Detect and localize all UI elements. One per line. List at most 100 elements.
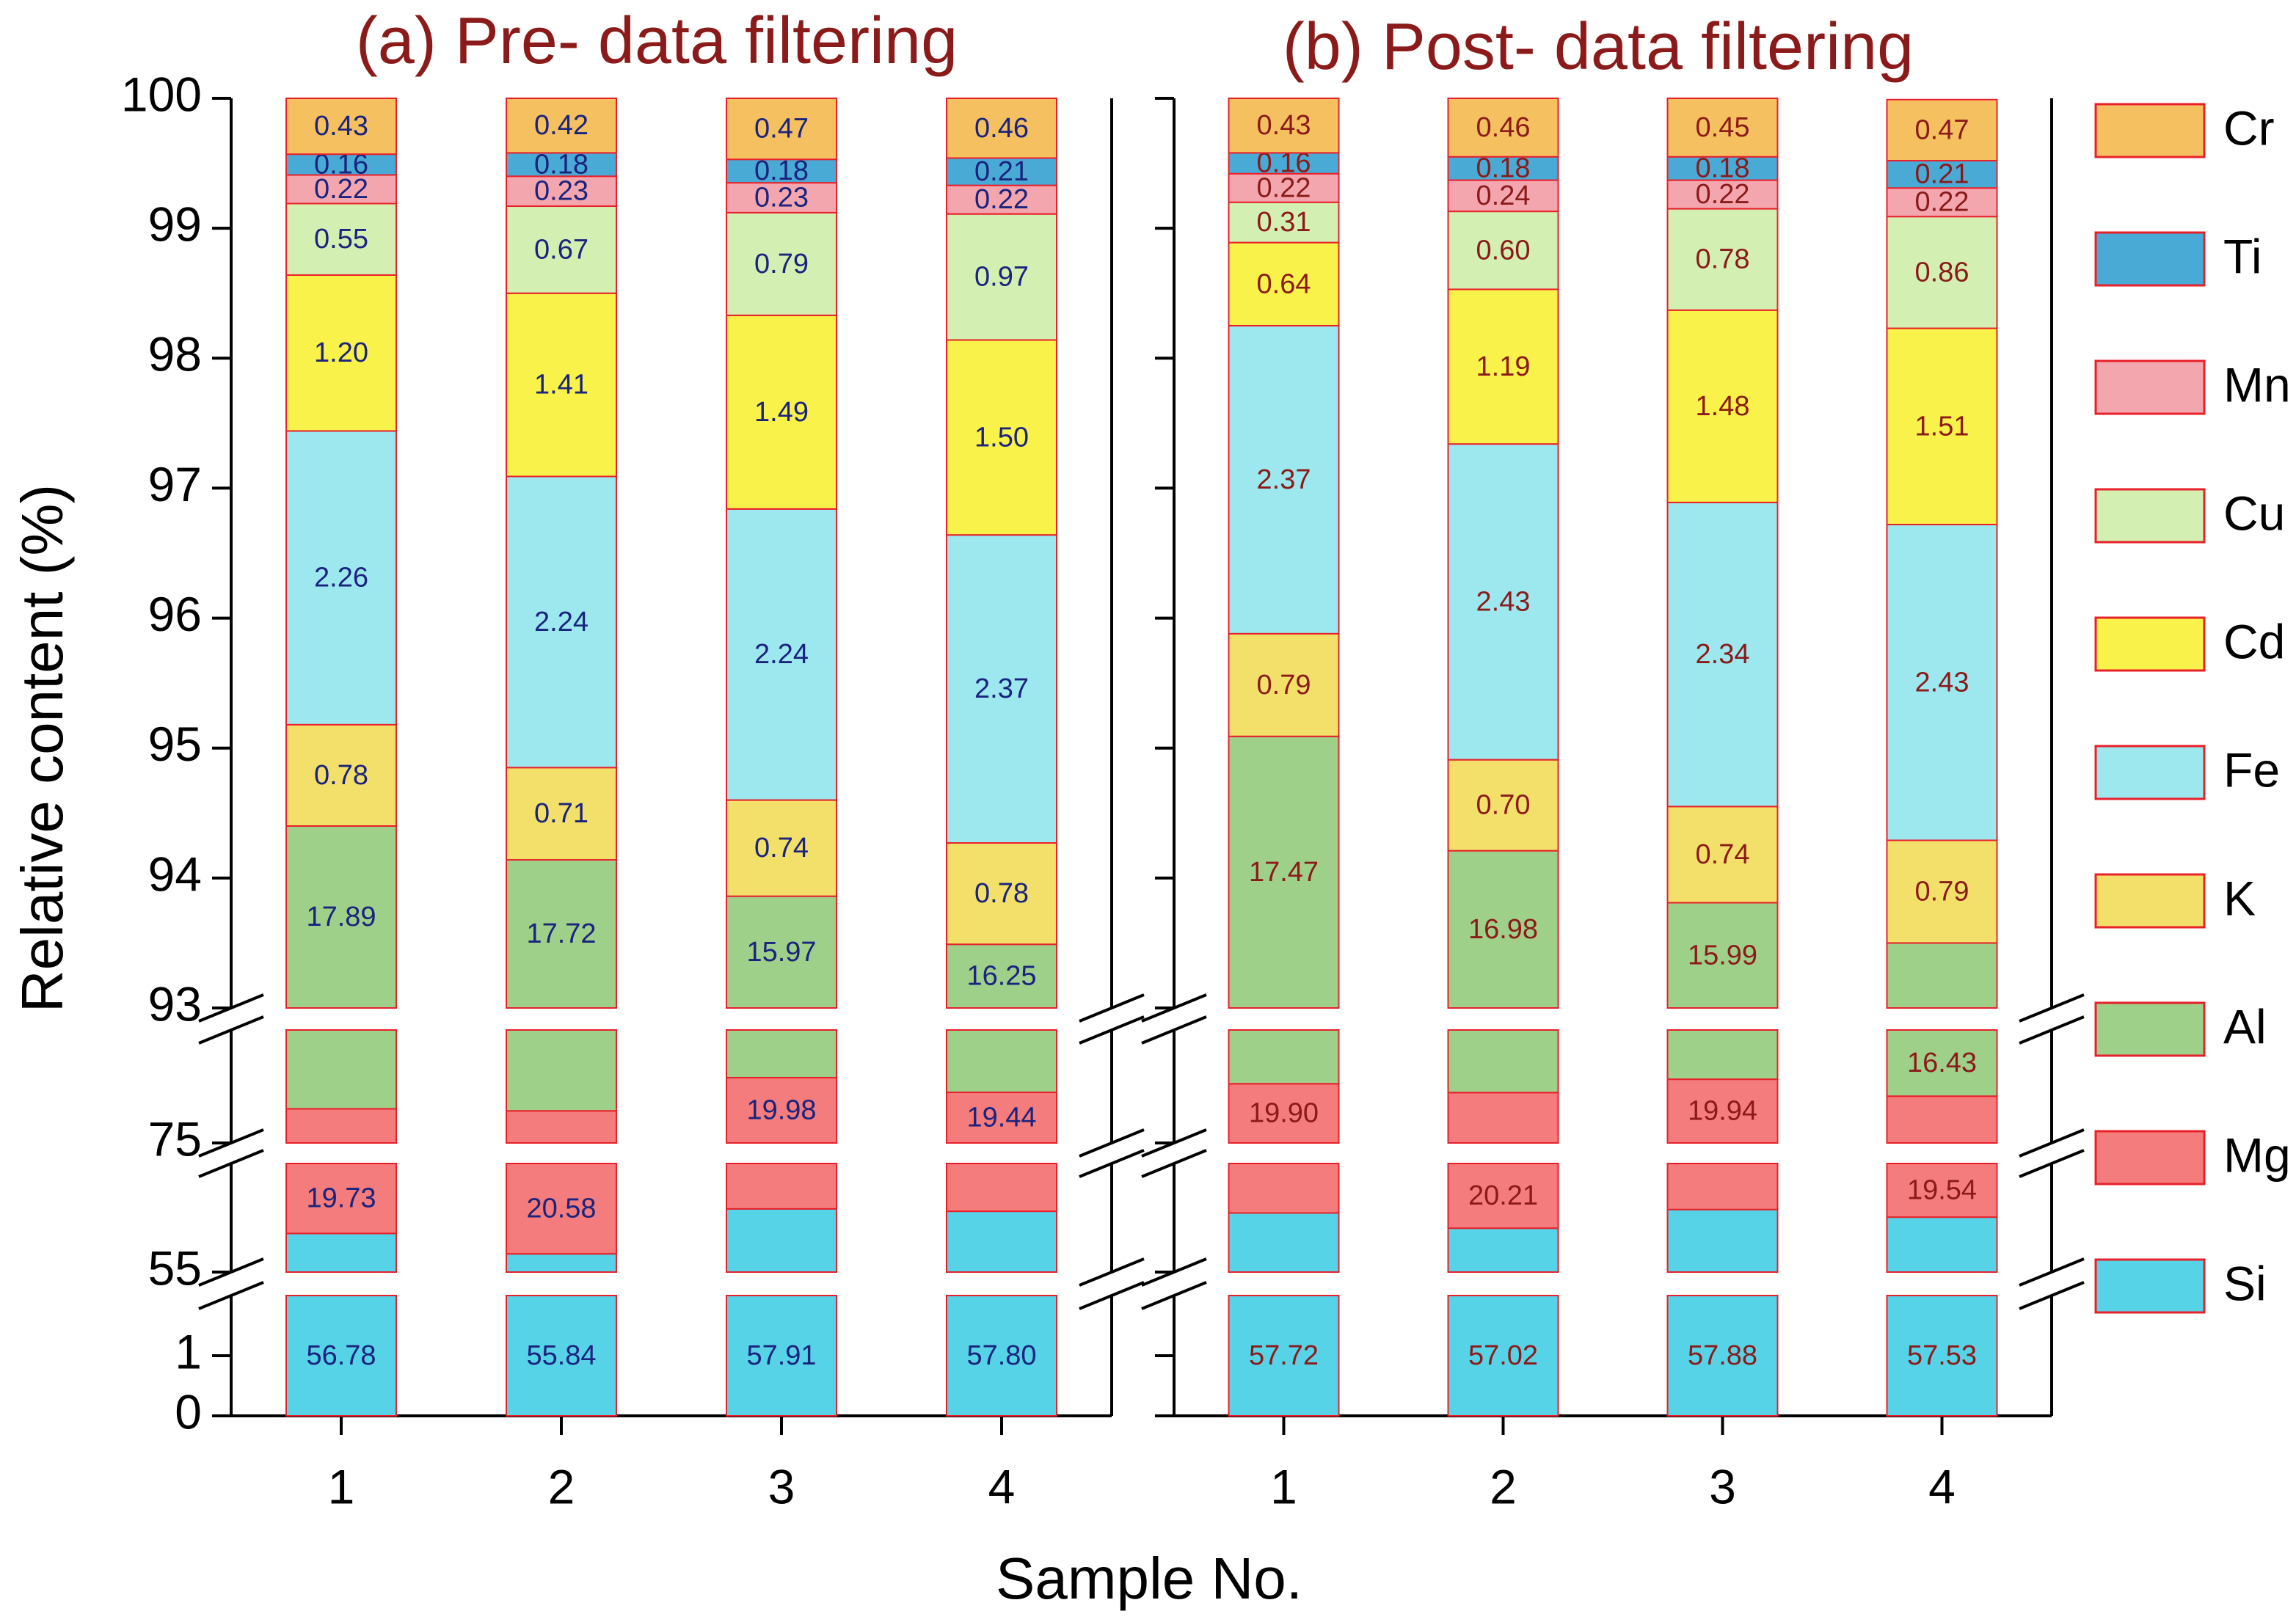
bar-segment [285, 98, 397, 156]
value-label: 0.97 [974, 262, 1029, 293]
y-tick-label: 96 [148, 587, 202, 641]
axis-break-mark [2019, 1149, 2085, 1178]
bar-segment [1666, 1078, 1779, 1144]
bar-segment [726, 182, 837, 213]
bar-segment [1228, 98, 1340, 154]
bar-segment [946, 1210, 1057, 1273]
axis-break-mark [1079, 1257, 1145, 1287]
y-tick-label: 94 [148, 847, 202, 901]
axis-break-mark [1141, 1015, 1207, 1045]
y-tick-label: 0 [175, 1384, 202, 1439]
axis-break-mark [2019, 1281, 2085, 1310]
value-label: 1.48 [1696, 391, 1750, 422]
bar-segment [285, 1108, 397, 1144]
bar-segment [946, 213, 1057, 341]
axis-break-mark [1079, 1281, 1145, 1310]
legend-swatch [2094, 1001, 2206, 1057]
bar-segment [1886, 98, 1998, 162]
y-tick-label: 55 [148, 1241, 202, 1295]
bar-segment [1447, 443, 1559, 761]
value-label: 1.19 [1476, 351, 1531, 382]
value-label: 0.71 [534, 798, 588, 829]
bar-segment [1228, 1029, 1340, 1085]
value-label: 0.78 [314, 760, 368, 791]
bar-segment [726, 1029, 837, 1078]
value-label: 0.22 [1696, 179, 1750, 210]
bar-segment [285, 1163, 397, 1235]
value-label: 0.64 [1257, 268, 1311, 299]
value-label: 19.90 [1249, 1098, 1319, 1129]
value-label: 57.88 [1688, 1340, 1757, 1371]
bar-segment [1447, 1092, 1559, 1144]
axis-break-mark [1079, 1128, 1145, 1158]
bar-segment [946, 339, 1057, 536]
value-label: 16.43 [1907, 1048, 1977, 1078]
panel-title: (a) Pre- data filtering [356, 4, 958, 78]
bar-segment [1228, 152, 1340, 175]
bar-segment [506, 767, 617, 861]
bar-segment [946, 98, 1057, 159]
panel-title: (b) Post- data filtering [1283, 10, 1914, 84]
bar-segment [1666, 98, 1779, 158]
value-label: 0.18 [1696, 153, 1750, 184]
bar-segment [1666, 1208, 1779, 1273]
value-label: 0.21 [974, 156, 1029, 187]
legend-label: K [2223, 871, 2256, 925]
bar-segment [946, 1029, 1057, 1094]
legend-swatch [2094, 231, 2206, 287]
bar-segment [946, 1092, 1057, 1144]
value-label: 56.78 [306, 1340, 376, 1371]
bar-segment [1447, 1295, 1559, 1417]
bar-segment [1666, 1029, 1779, 1081]
bar-segment [506, 1295, 617, 1417]
bar-segment [726, 1208, 837, 1274]
bar-segment [726, 508, 837, 801]
value-label: 0.22 [1257, 172, 1311, 203]
bar-segment [506, 205, 617, 294]
value-label: 19.73 [306, 1183, 376, 1214]
value-label: 19.94 [1688, 1096, 1757, 1127]
bar-segment [1666, 156, 1779, 181]
bar-segment [1666, 1295, 1779, 1417]
bar-segment [506, 859, 617, 1009]
legend-label: Ti [2223, 229, 2262, 283]
value-label: 17.47 [1249, 857, 1319, 888]
bar-segment [946, 157, 1057, 186]
value-label: 1.49 [754, 397, 809, 428]
legend-label: Fe [2223, 742, 2280, 797]
bar-segment [1666, 902, 1779, 1009]
value-label: 0.74 [754, 833, 809, 863]
axis-break-mark [2019, 1257, 2085, 1287]
legend-swatch [2094, 488, 2206, 544]
bar-segment [1886, 216, 1998, 329]
bar-segment [1666, 179, 1779, 210]
bar-segment [285, 1295, 397, 1417]
bar-segment [285, 723, 397, 827]
value-label: 1.20 [314, 337, 368, 368]
legend-swatch [2094, 616, 2206, 672]
value-label: 0.23 [754, 183, 809, 213]
x-tick-label: 4 [1928, 1459, 1956, 1513]
value-label: 0.22 [1915, 187, 1969, 218]
bar-segment [726, 1163, 837, 1210]
y-tick-label: 98 [148, 327, 202, 381]
value-label: 0.46 [1476, 112, 1531, 143]
value-label: 0.18 [1476, 153, 1531, 184]
bar-segment [1886, 1095, 1998, 1144]
legend-swatch [2094, 745, 2206, 800]
bar-segment [946, 184, 1057, 215]
value-label: 19.54 [1907, 1175, 1977, 1206]
value-label: 17.89 [306, 902, 376, 932]
legend-label: Mg [2223, 1128, 2291, 1182]
bar-segment [506, 1253, 617, 1273]
bar-segment [506, 475, 617, 769]
bar-segment [1886, 1216, 1998, 1274]
legend-swatch [2094, 359, 2206, 415]
value-label: 0.45 [1696, 112, 1750, 143]
value-label: 1.41 [534, 370, 588, 401]
value-label: 2.43 [1915, 667, 1969, 698]
legend-label: Mn [2223, 357, 2291, 412]
legend-label: Cd [2223, 614, 2285, 668]
y-axis-title: Relative content (%) [10, 484, 75, 1012]
axis-break-mark [1079, 1015, 1145, 1045]
